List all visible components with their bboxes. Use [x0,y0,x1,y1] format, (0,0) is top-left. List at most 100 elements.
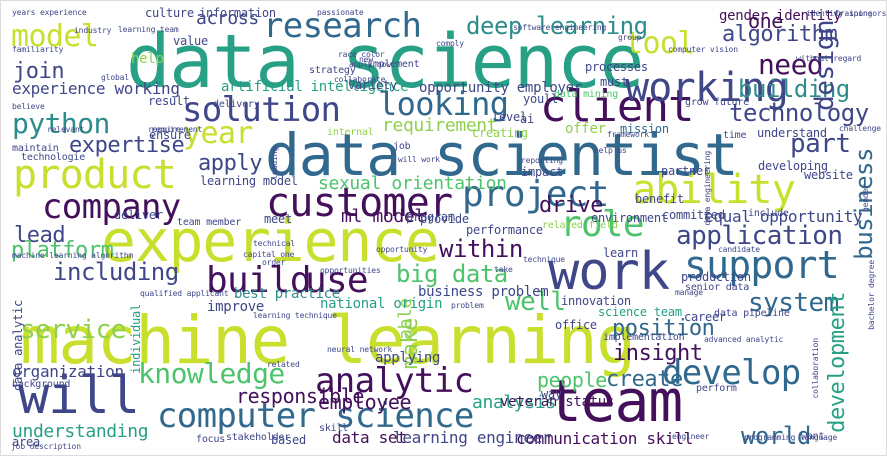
word-research: research [263,6,422,46]
word-related: related [267,360,300,369]
word-include: include [748,208,789,219]
word-support: support [684,243,840,287]
word-computer-science: computer science [157,396,474,436]
word-maintain: maintain [12,143,59,154]
word-create: create [606,367,683,392]
word-opportunities: opportunities [320,266,381,275]
word-service: service [20,315,126,345]
word-level: level [492,110,527,124]
word-race-color: race color [338,50,385,59]
word-well: well [505,287,566,317]
word-programming-language: programming language [744,433,838,442]
word-ability: ability [632,167,796,213]
word-provide: provide [420,212,469,226]
word-software-engineering: software engineering [513,23,607,32]
word-result: result [148,94,190,108]
word-website: website [804,168,853,182]
word-learning-technique: learning technique [253,311,337,320]
word-building: building [738,75,850,103]
word-problem: problem [451,301,484,310]
word-develop: develop [662,353,801,393]
word-product: product [13,152,177,198]
word-role: role [560,204,645,245]
word-industry: industry [74,26,112,35]
word-data-science: data science [126,19,644,105]
word-creating: creating [472,126,528,140]
word-experience: experience [101,207,440,275]
word-environment: environment [591,211,668,225]
word-years-experience: years experience [12,8,87,17]
word-innovation: innovation [561,294,631,308]
word-gender: gender [861,184,870,212]
word-global: global [101,73,129,82]
word-development: development [825,292,850,433]
word-benefit: benefit [635,192,684,206]
word-drive: drive [539,193,604,218]
word-learning-model: learning model [200,174,298,188]
word-including: including [53,258,179,286]
word-information: information [199,6,276,20]
word-partner: partner [661,164,710,178]
word-veteran-status: veteran status [500,394,615,410]
word-use: use [305,260,369,301]
word-national-origin: national origin [320,296,443,312]
word-will: will [18,366,140,426]
word-candidate: candidate [718,245,760,254]
word-best-practice: best practice [234,286,340,302]
word-analytic: analytic [315,361,474,401]
word-reporting: reporting [521,156,563,165]
word-join: join [13,59,65,84]
word-meet: meet [264,212,292,226]
word-must: must [600,75,628,89]
word-analysis: analysis [472,392,556,413]
word-manage: manage [675,288,703,297]
word-expertise: expertise [69,133,185,158]
word-believe: believe [12,102,45,111]
word-based: based [271,433,306,447]
word-collaboration: collaboration [811,338,820,399]
word-offer: offer [565,121,606,137]
word-sponsorship: sponsorship [849,9,887,18]
word-production: production [681,270,751,284]
word-equal-opportunity: equal opportunity [704,207,863,226]
word-business-problem: business problem [418,284,549,300]
word-mission: mission [620,122,669,136]
word-future: future [714,97,749,108]
word-understanding: understanding [12,421,149,442]
word-without-regard: without regard [796,54,862,63]
word-data-pipeline: data pipeline [714,308,790,319]
word-group: group [618,33,642,42]
word-neural-network: neural network [327,345,393,354]
word-organization: organization [12,362,124,381]
word-familiarity: familiarity [12,45,64,54]
word-science-team: science team [598,305,682,319]
word-grow: grow [685,97,709,108]
word-deep-learning: deep learning [466,12,648,40]
word-platform: platform [11,238,114,263]
word-require: require [148,125,181,134]
word-ml-model: ml model [341,206,425,227]
word-background: background [12,379,71,390]
word-gender-identity: gender identity [719,8,842,24]
word-identify: identify [806,9,844,18]
word-developing: developing [758,159,828,173]
word-lead: lead [14,223,66,248]
word-relevant: relevant [47,125,85,134]
word-apply: apply [198,151,263,176]
word-comply: comply [436,39,464,48]
word-requirement: requirement [382,115,498,136]
word-opportunity: opportunity [376,245,428,254]
word-job: job [393,141,411,152]
word-model: model [11,19,99,54]
word-build: build [206,260,311,301]
word-technique: technique [523,255,565,264]
word-apply-now: apply now [349,60,391,69]
word-training: training [835,9,873,18]
word-skill: skill [319,423,349,434]
word-big-data: big data [396,260,508,288]
word-passionate: passionate [317,8,364,17]
word-algorithm: algorithm [722,22,838,47]
word-strategy: strategy [309,65,356,76]
word-artificial-intelligence: artificial intelligence [221,79,409,95]
